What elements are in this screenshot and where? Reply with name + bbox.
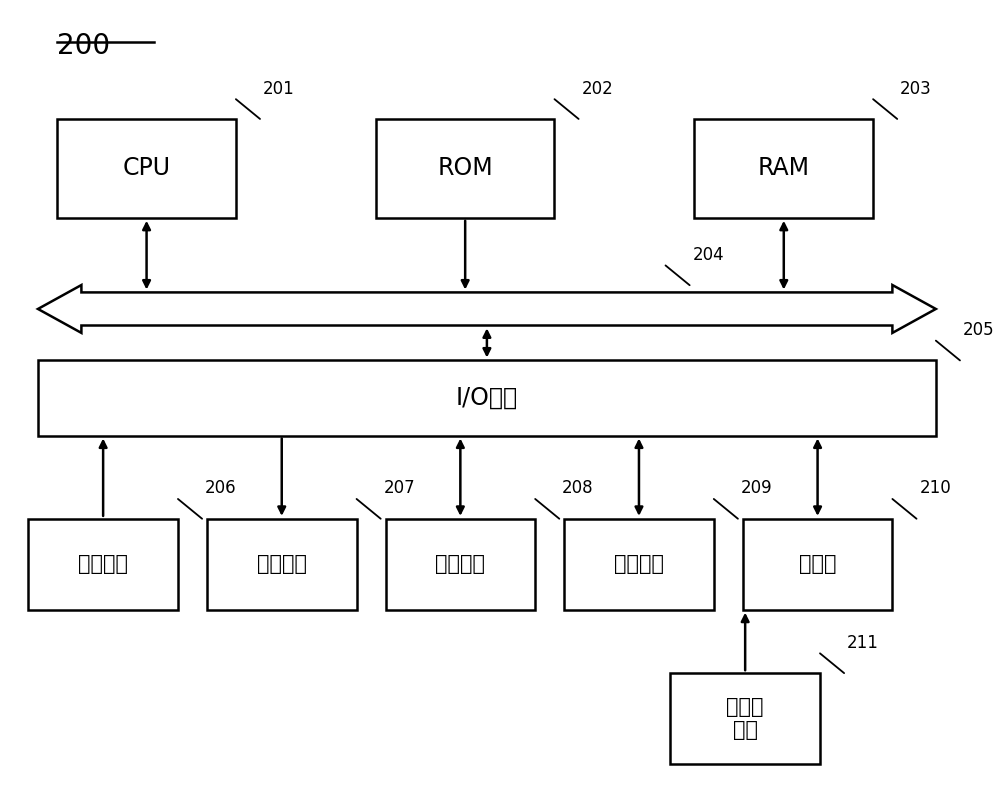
- Text: 通信部分: 通信部分: [614, 554, 664, 574]
- Text: 209: 209: [741, 479, 772, 498]
- Bar: [694, 119, 873, 218]
- Text: 输入部分: 输入部分: [78, 554, 128, 574]
- Bar: [38, 361, 936, 436]
- Text: 驱动器: 驱动器: [799, 554, 836, 574]
- Bar: [564, 518, 714, 610]
- Bar: [57, 119, 236, 218]
- Text: 200: 200: [57, 32, 110, 60]
- Text: 可拆卸
介质: 可拆卸 介质: [726, 697, 764, 740]
- Bar: [670, 673, 820, 764]
- Bar: [207, 518, 357, 610]
- Text: 204: 204: [693, 246, 724, 264]
- Text: 202: 202: [582, 79, 613, 98]
- Text: 201: 201: [263, 79, 295, 98]
- Bar: [743, 518, 892, 610]
- Text: CPU: CPU: [123, 157, 171, 181]
- Text: 207: 207: [384, 479, 415, 498]
- Text: ROM: ROM: [437, 157, 493, 181]
- Bar: [376, 119, 554, 218]
- Text: 203: 203: [900, 79, 932, 98]
- Text: 211: 211: [847, 634, 879, 652]
- Text: RAM: RAM: [758, 157, 810, 181]
- Text: 208: 208: [562, 479, 594, 498]
- Bar: [386, 518, 535, 610]
- Text: 输出部分: 输出部分: [257, 554, 307, 574]
- Polygon shape: [38, 285, 936, 333]
- Text: 210: 210: [919, 479, 951, 498]
- Text: 206: 206: [205, 479, 237, 498]
- Text: 储存部分: 储存部分: [435, 554, 485, 574]
- Bar: [28, 518, 178, 610]
- Text: 205: 205: [963, 321, 995, 339]
- Text: I/O接口: I/O接口: [456, 386, 518, 410]
